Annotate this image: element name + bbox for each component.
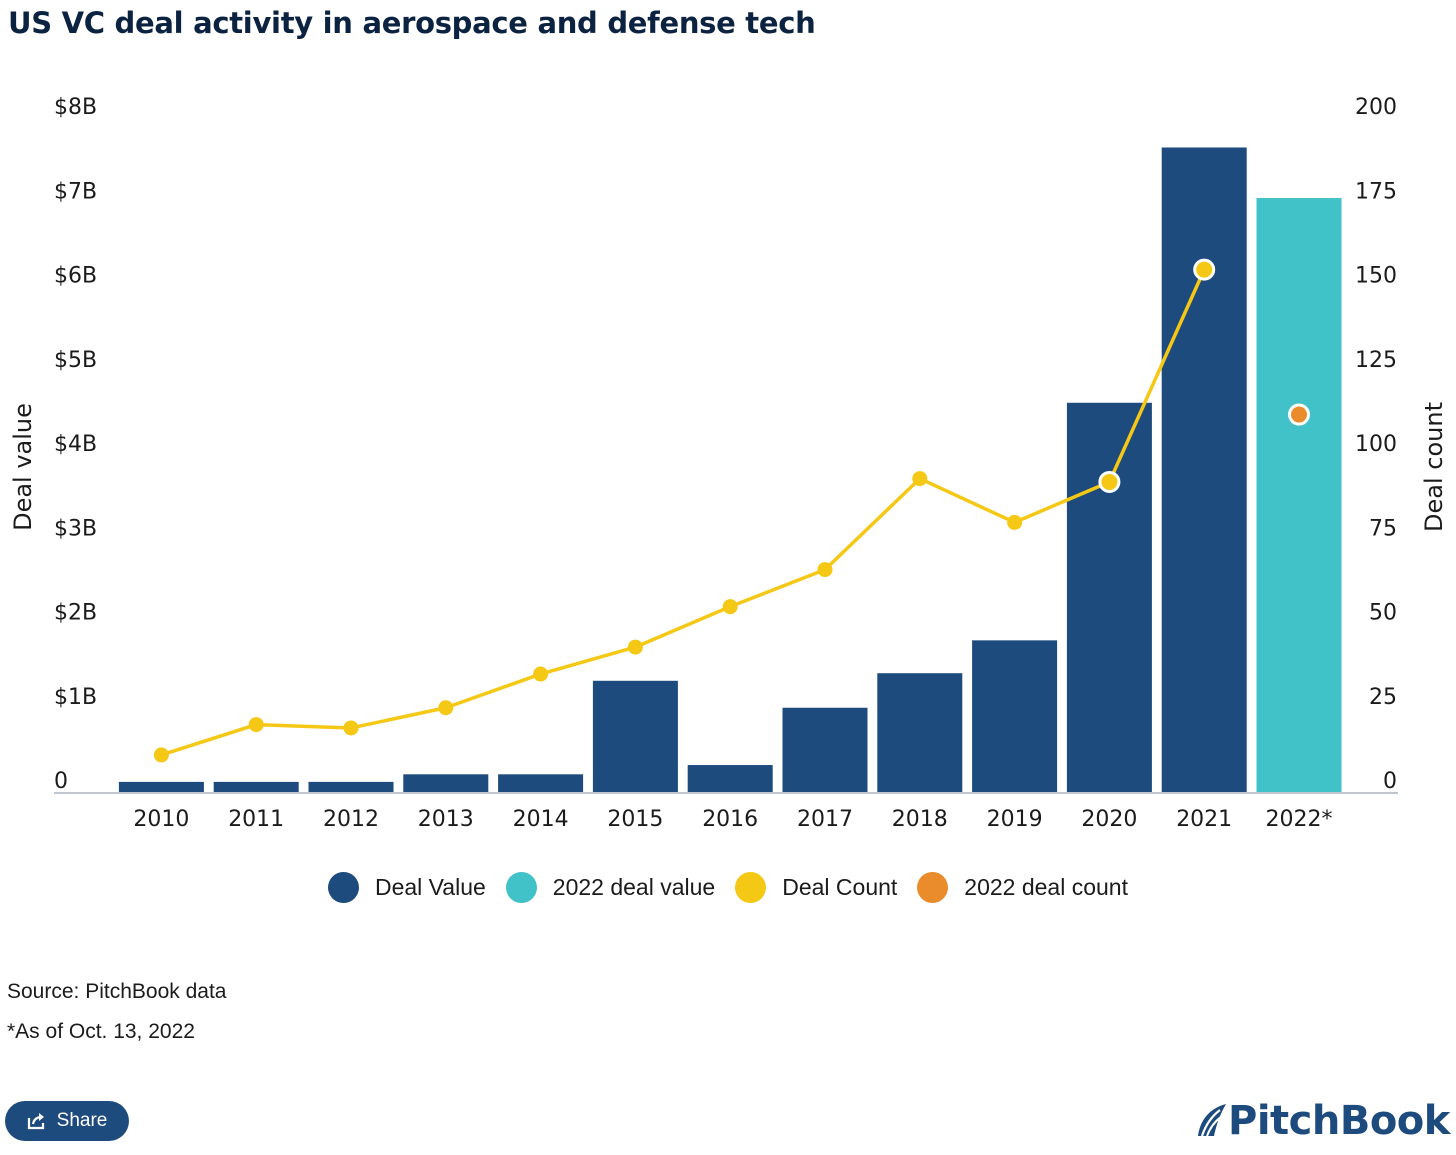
- bar-2021: [1161, 147, 1247, 793]
- deal-count-point-2021: [1193, 258, 1216, 281]
- x-tick-label: 2015: [607, 807, 663, 832]
- y-axis-left-label: Deal value: [9, 403, 37, 531]
- x-tick-label: 2013: [418, 807, 474, 832]
- chart-title: US VC deal activity in aerospace and def…: [8, 6, 816, 40]
- deal-count-point-2020: [1098, 470, 1121, 493]
- bar-2019: [972, 640, 1058, 792]
- ticks-layer: 0 $1B $2B $3B $4B $5B $6B $7B $8B 0 25 50 75 100 125 15…: [54, 95, 1397, 832]
- bar-2017: [782, 707, 868, 792]
- share-button[interactable]: Share: [5, 1101, 129, 1141]
- share-icon: [27, 1113, 44, 1130]
- deal-count-point-2013: [438, 700, 454, 716]
- line-layer: [153, 258, 1310, 763]
- logo-text: PitchBook: [1228, 1098, 1450, 1144]
- bar-2013: [403, 774, 489, 792]
- bar-2016: [687, 765, 773, 792]
- y-right-tick-label: 75: [1369, 516, 1397, 541]
- y-right-tick-label: 50: [1369, 601, 1397, 626]
- chart-legend: Deal Value 2022 deal value Deal Count 20…: [0, 872, 1456, 903]
- bar-2015: [592, 680, 678, 792]
- legend-marker: [505, 872, 537, 903]
- deal-count-point-2017: [817, 562, 833, 578]
- x-tick-label: 2017: [797, 807, 853, 832]
- y-right-tick-label: 150: [1355, 264, 1397, 289]
- bar-2014: [498, 774, 584, 792]
- bar-2020: [1066, 402, 1152, 792]
- footnote: *As of Oct. 13, 2022: [7, 1020, 195, 1043]
- source-note: Source: PitchBook data: [7, 980, 227, 1003]
- deal-count-point-2010: [153, 747, 169, 763]
- y-left-tick-label: $4B: [54, 432, 97, 457]
- deal-count-point-2019: [1007, 514, 1023, 530]
- legend-marker: [327, 872, 359, 903]
- deal-count-point-2011: [248, 717, 264, 733]
- legend-label: Deal Value: [374, 874, 486, 900]
- deal-count-point-2014: [533, 666, 549, 682]
- bar-2018: [877, 673, 963, 792]
- pitchbook-logo[interactable]: PitchBook: [1194, 1096, 1450, 1146]
- bars-layer: [118, 147, 1342, 793]
- y-left-tick-label: $2B: [54, 601, 97, 626]
- deal-count-point-2012: [343, 720, 359, 736]
- x-tick-label: 2010: [133, 807, 189, 832]
- y-right-tick-label: 100: [1355, 432, 1397, 457]
- y-left-tick-label: $8B: [54, 95, 97, 120]
- y-right-tick-label: 125: [1355, 348, 1397, 373]
- bar-2011: [213, 781, 299, 792]
- deal-count-point-2015: [627, 639, 643, 655]
- y-right-tick-label: 200: [1355, 95, 1397, 120]
- x-tick-label: 2012: [323, 807, 379, 832]
- y-right-tick-label: 25: [1369, 685, 1397, 710]
- y-right-tick-label: 0: [1383, 769, 1397, 794]
- y-left-tick-label: $5B: [54, 348, 97, 373]
- legend-marker: [735, 872, 767, 903]
- x-tick-label: 2018: [892, 807, 948, 832]
- deal-count-point-2016: [722, 599, 738, 615]
- y-left-tick-label: $1B: [54, 685, 97, 710]
- legend-item-2022-deal-count[interactable]: 2022 deal count: [917, 872, 1128, 903]
- y-right-tick-label: 175: [1355, 179, 1397, 204]
- x-tick-label: 2021: [1176, 807, 1232, 832]
- x-tick-label: 2020: [1081, 807, 1137, 832]
- y-left-tick-label: $6B: [54, 264, 97, 289]
- bar-2012: [308, 781, 394, 792]
- deal-count-2022-point: [1288, 403, 1310, 426]
- legend-label: 2022 deal value: [552, 874, 716, 900]
- legend-item-deal-value[interactable]: Deal Value: [327, 872, 486, 903]
- x-tick-label: 2019: [987, 807, 1043, 832]
- deal-count-line: [160, 268, 1206, 757]
- legend-item-deal-count[interactable]: Deal Count: [735, 872, 897, 903]
- x-tick-label: 2022*: [1266, 807, 1333, 832]
- legend-label: 2022 deal count: [964, 874, 1128, 900]
- deal-count-point-2018: [912, 471, 928, 487]
- y-left-tick-label: 0: [54, 769, 68, 794]
- y-left-tick-label: $3B: [54, 516, 97, 541]
- legend-marker: [917, 872, 949, 903]
- share-label: Share: [56, 1110, 108, 1131]
- legend-label: Deal Count: [782, 874, 898, 900]
- bar-2022: [1256, 198, 1342, 793]
- x-tick-label: 2016: [702, 807, 758, 832]
- legend-item-2022-deal-value[interactable]: 2022 deal value: [505, 872, 716, 903]
- bar-2010: [118, 781, 204, 792]
- x-tick-label: 2014: [513, 807, 569, 832]
- y-axis-right-label: Deal count: [1420, 402, 1448, 532]
- y-left-tick-label: $7B: [54, 179, 97, 204]
- pitchbook-leaf-icon: [1198, 1104, 1226, 1137]
- x-tick-label: 2011: [228, 807, 284, 832]
- combo-chart: 0 $1B $2B $3B $4B $5B $6B $7B $8B 0 25 50 75 100 125 15…: [9, 95, 1448, 832]
